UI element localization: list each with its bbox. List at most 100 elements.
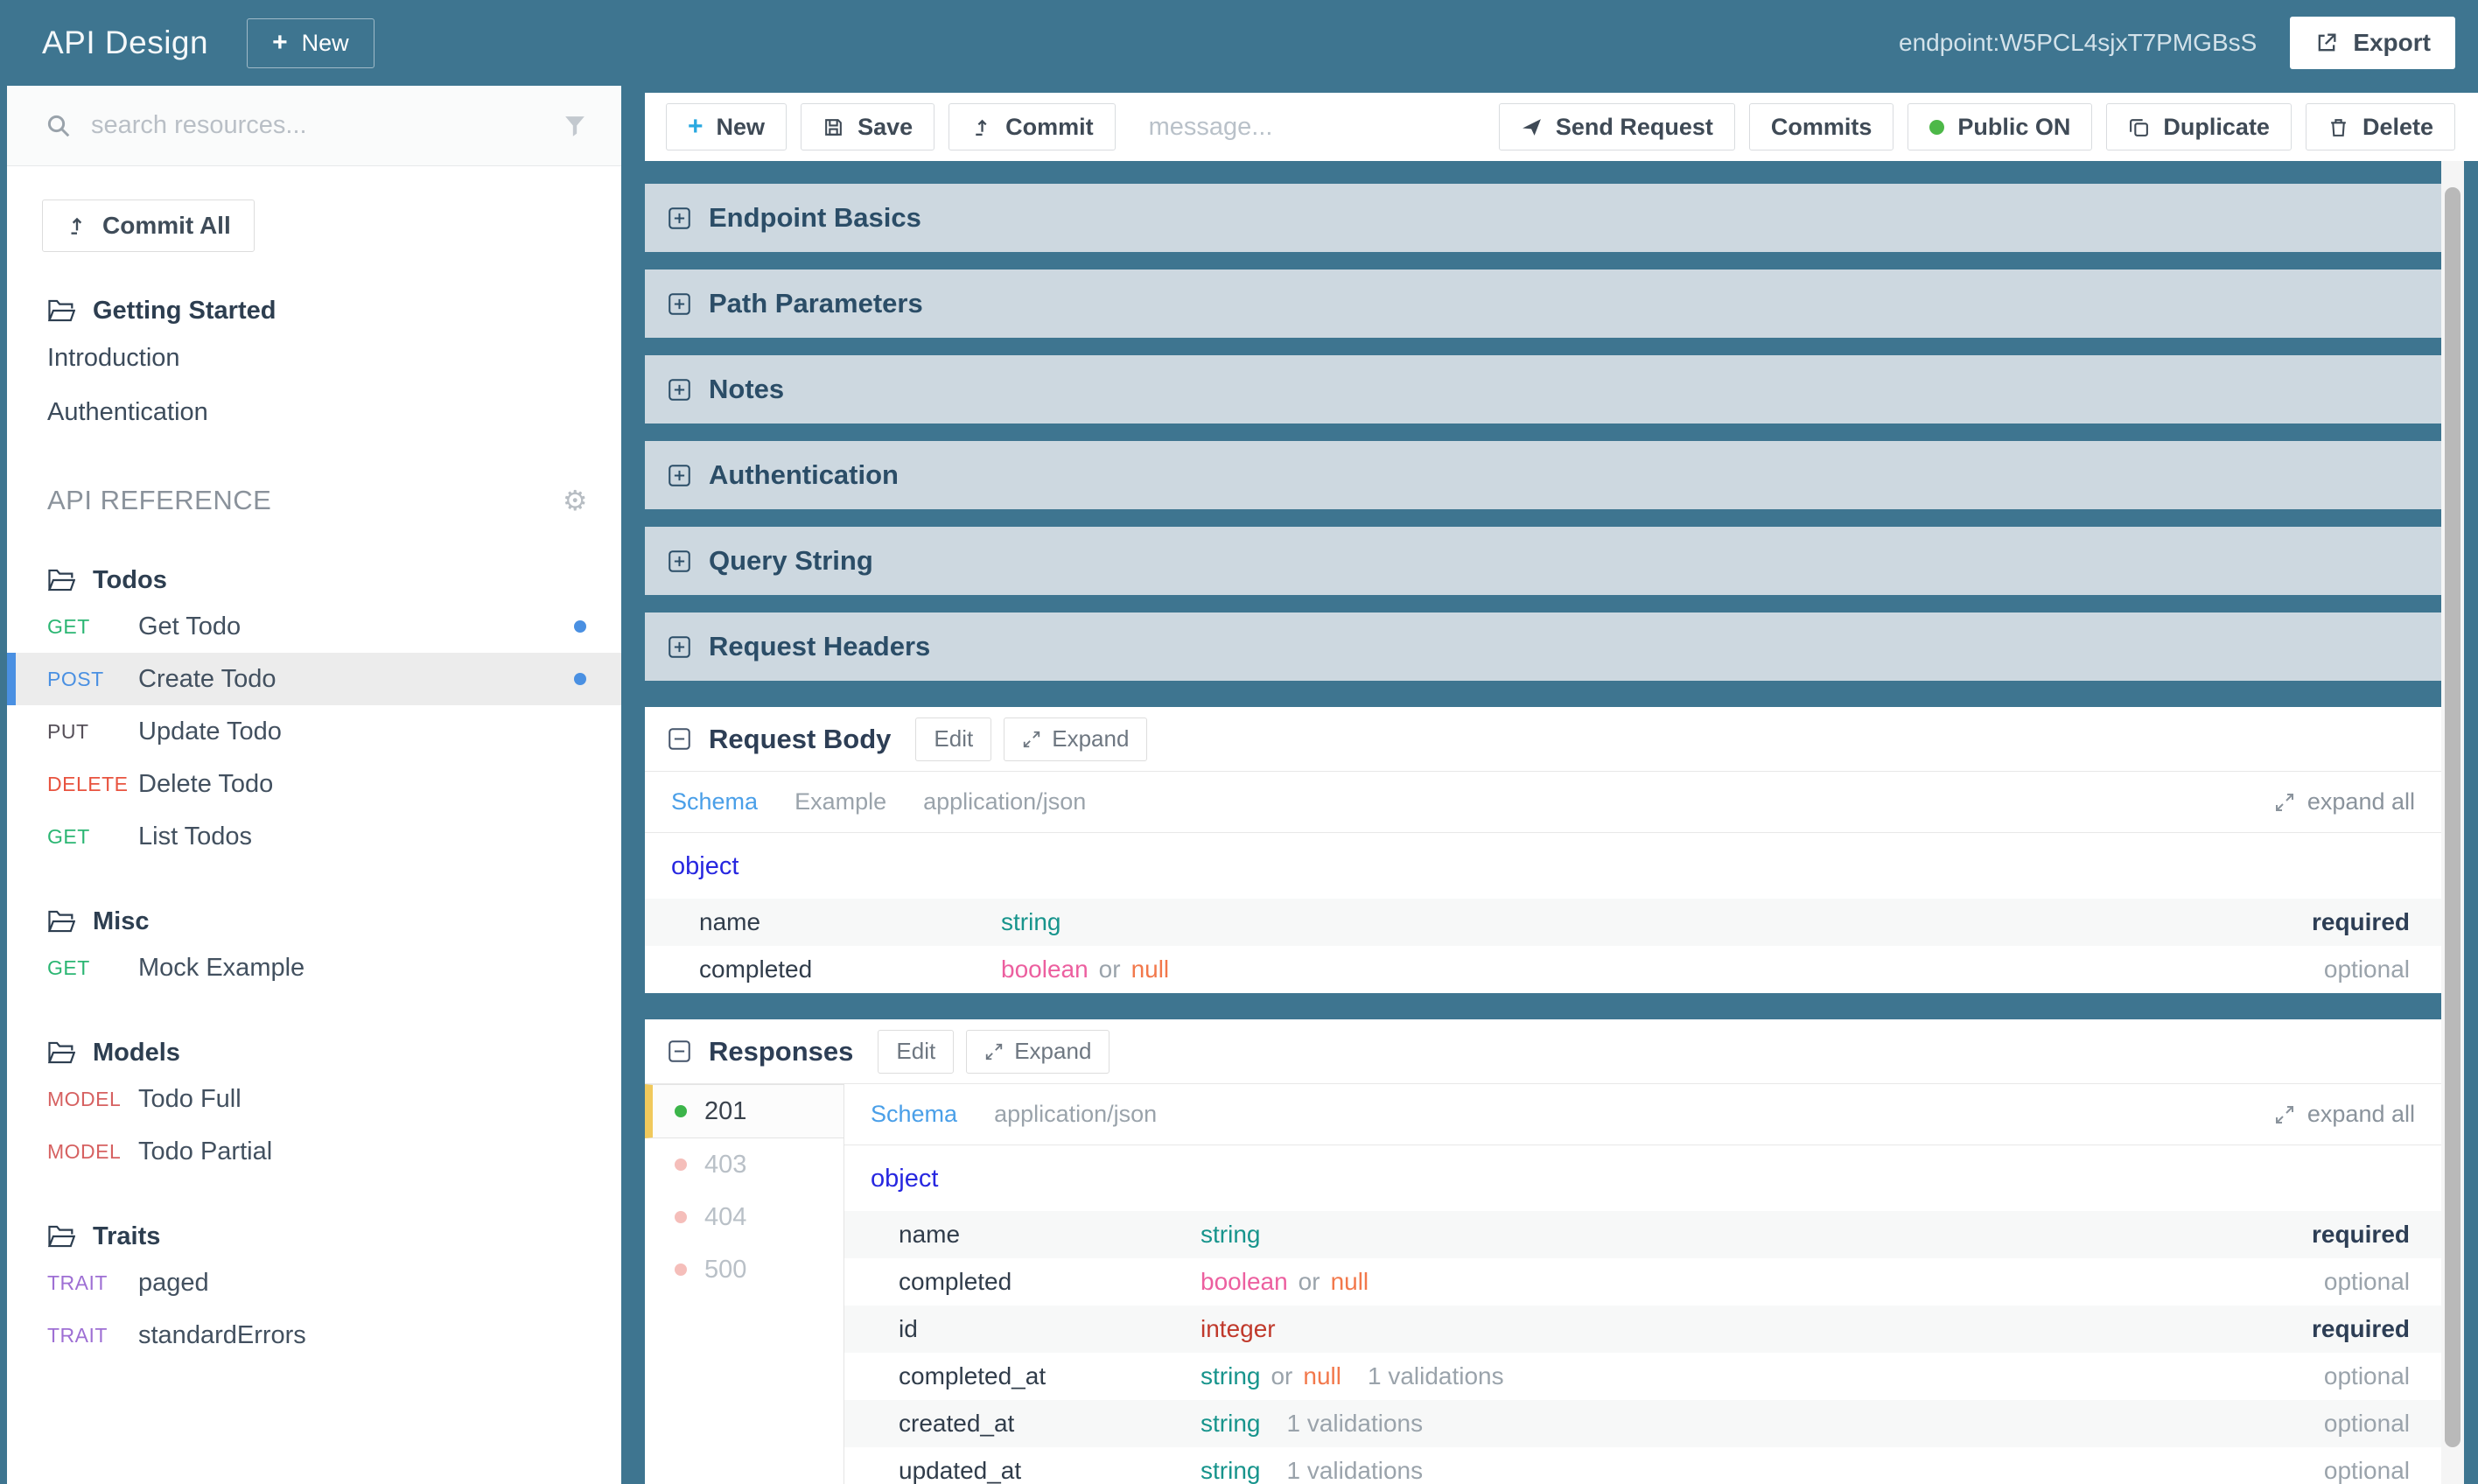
response-schema-rows: name string required completed boolean o… <box>844 1211 2441 1484</box>
response-schema-column: Schema application/json expand all objec… <box>844 1084 2441 1484</box>
folder-open-icon <box>47 1224 75 1249</box>
folder-open-icon <box>47 1040 75 1065</box>
collapse-minus-icon[interactable] <box>668 1040 691 1063</box>
commit-all-label: Commit All <box>102 212 231 239</box>
expand-all-link[interactable]: expand all <box>2274 788 2415 816</box>
gear-icon[interactable]: ⚙ <box>562 484 588 517</box>
scrollbar-thumb[interactable] <box>2445 187 2460 1447</box>
response-code-201[interactable]: 201 <box>645 1084 844 1138</box>
app-header: API Design + New endpoint:W5PCL4sjxT7PMG… <box>0 0 2478 86</box>
resource-todo-full[interactable]: MODEL Todo Full <box>47 1084 242 1113</box>
schema-row[interactable]: completed boolean or null optional <box>899 1268 2410 1295</box>
schema-root-type[interactable]: object <box>871 1165 939 1193</box>
commits-button[interactable]: Commits <box>1748 103 1894 150</box>
scrollbar-track[interactable] <box>2441 161 2464 1484</box>
unsaved-dot <box>574 620 586 633</box>
sidebar: Commit All Getting Started Introduction … <box>7 86 621 1484</box>
delete-button[interactable]: Delete <box>2305 103 2455 150</box>
tab-content-type[interactable]: application/json <box>923 788 1087 815</box>
new-project-button[interactable]: + New <box>247 18 374 68</box>
resource-get-todo[interactable]: GET Get Todo <box>7 600 621 653</box>
schema-row[interactable]: id integer required <box>844 1306 2441 1353</box>
app-title: API Design <box>42 24 209 60</box>
tab-schema[interactable]: Schema <box>871 1101 958 1127</box>
duplicate-button[interactable]: Duplicate <box>2106 103 2292 150</box>
responses-panel: Responses Edit Expand 201 403 <box>645 1019 2441 1484</box>
response-code-404[interactable]: 404 <box>645 1191 844 1243</box>
export-button[interactable]: Export <box>2290 17 2455 69</box>
public-on-dot <box>1929 119 1945 135</box>
sidebar-item-introduction[interactable]: Introduction <box>47 343 180 372</box>
response-code-500[interactable]: 500 <box>645 1243 844 1296</box>
copy-icon <box>2128 116 2150 138</box>
tab-example[interactable]: Example <box>794 788 887 815</box>
schema-row[interactable]: created_at string 1 validations optional <box>844 1400 2441 1447</box>
section-query-string[interactable]: Query String <box>645 527 2441 595</box>
expand-button[interactable]: Expand <box>966 1029 1110 1074</box>
toolbar-commit-button[interactable]: Commit <box>948 103 1116 150</box>
collapse-minus-icon[interactable] <box>668 727 691 751</box>
commit-all-button[interactable]: Commit All <box>42 200 255 252</box>
commit-message-input[interactable] <box>1148 112 1499 142</box>
sidebar-item-authentication[interactable]: Authentication <box>47 397 208 426</box>
search-icon <box>46 113 72 139</box>
resource-standard-errors[interactable]: TRAIT standardErrors <box>47 1320 306 1349</box>
folder-open-icon <box>47 298 75 323</box>
schema-row[interactable]: updated_at string 1 validations optional <box>899 1457 2410 1484</box>
toolbar-save-button[interactable]: Save <box>801 103 935 150</box>
request-body-header: Request Body Edit Expand <box>645 707 2441 772</box>
expand-all-link[interactable]: expand all <box>2274 1101 2415 1128</box>
schema-row[interactable]: name string required <box>645 899 2441 946</box>
send-icon <box>1521 116 1543 138</box>
public-toggle-button[interactable]: Public ON <box>1908 103 2093 150</box>
schema-row[interactable]: completed boolean or null optional <box>699 956 2410 983</box>
expand-plus-icon <box>668 550 691 573</box>
schema-row[interactable]: completed_at string or null 1 validation… <box>899 1362 2410 1390</box>
edit-button[interactable]: Edit <box>878 1029 955 1074</box>
folder-todos[interactable]: Todos <box>7 560 621 600</box>
status-dot <box>675 1211 687 1223</box>
filter-icon[interactable] <box>564 115 586 137</box>
save-icon <box>822 116 844 138</box>
status-dot <box>675 1158 687 1171</box>
trash-icon <box>2328 116 2349 138</box>
section-notes[interactable]: Notes <box>645 355 2441 424</box>
response-codes-column: 201 403 404 500 <box>645 1084 844 1484</box>
plus-icon: + <box>688 112 704 141</box>
resource-delete-todo[interactable]: DELETE Delete Todo <box>47 769 274 798</box>
folder-traits[interactable]: Traits <box>7 1216 621 1256</box>
external-link-icon <box>2314 31 2339 55</box>
edit-button[interactable]: Edit <box>915 717 992 761</box>
resource-create-todo[interactable]: POST Create Todo <box>7 653 621 705</box>
responses-header: Responses Edit Expand <box>645 1019 2441 1084</box>
expand-button[interactable]: Expand <box>1004 717 1148 761</box>
tab-content-type[interactable]: application/json <box>994 1101 1158 1127</box>
expand-plus-icon <box>668 464 691 487</box>
expand-plus-icon <box>668 635 691 659</box>
folder-models[interactable]: Models <box>7 1032 621 1073</box>
resource-todo-partial[interactable]: MODEL Todo Partial <box>47 1137 273 1166</box>
tab-schema[interactable]: Schema <box>671 788 759 815</box>
folder-misc[interactable]: Misc <box>7 901 621 942</box>
request-body-panel: Request Body Edit Expand Schema Example … <box>645 707 2441 993</box>
resource-list-todos[interactable]: GET List Todos <box>47 822 253 850</box>
section-endpoint-basics[interactable]: Endpoint Basics <box>645 184 2441 252</box>
resource-update-todo[interactable]: PUT Update Todo <box>47 717 282 746</box>
response-code-403[interactable]: 403 <box>645 1138 844 1191</box>
request-body-schema-rows: name string required completed boolean o… <box>645 899 2441 993</box>
send-request-button[interactable]: Send Request <box>1498 103 1735 150</box>
folder-getting-started[interactable]: Getting Started <box>7 290 621 331</box>
search-input[interactable] <box>91 111 564 140</box>
resource-paged[interactable]: TRAIT paged <box>47 1268 209 1297</box>
toolbar-new-button[interactable]: + New <box>666 103 788 150</box>
expand-plus-icon <box>668 292 691 316</box>
endpoint-label: endpoint:W5PCL4sjxT7PMGBsS <box>1899 29 2258 56</box>
schema-row[interactable]: name string required <box>844 1211 2441 1258</box>
resource-mock-example[interactable]: GET Mock Example <box>47 953 305 982</box>
section-authentication[interactable]: Authentication <box>645 441 2441 509</box>
section-request-headers[interactable]: Request Headers <box>645 612 2441 681</box>
section-path-parameters[interactable]: Path Parameters <box>645 270 2441 338</box>
commit-icon <box>970 116 992 138</box>
schema-root-type[interactable]: object <box>671 852 739 880</box>
